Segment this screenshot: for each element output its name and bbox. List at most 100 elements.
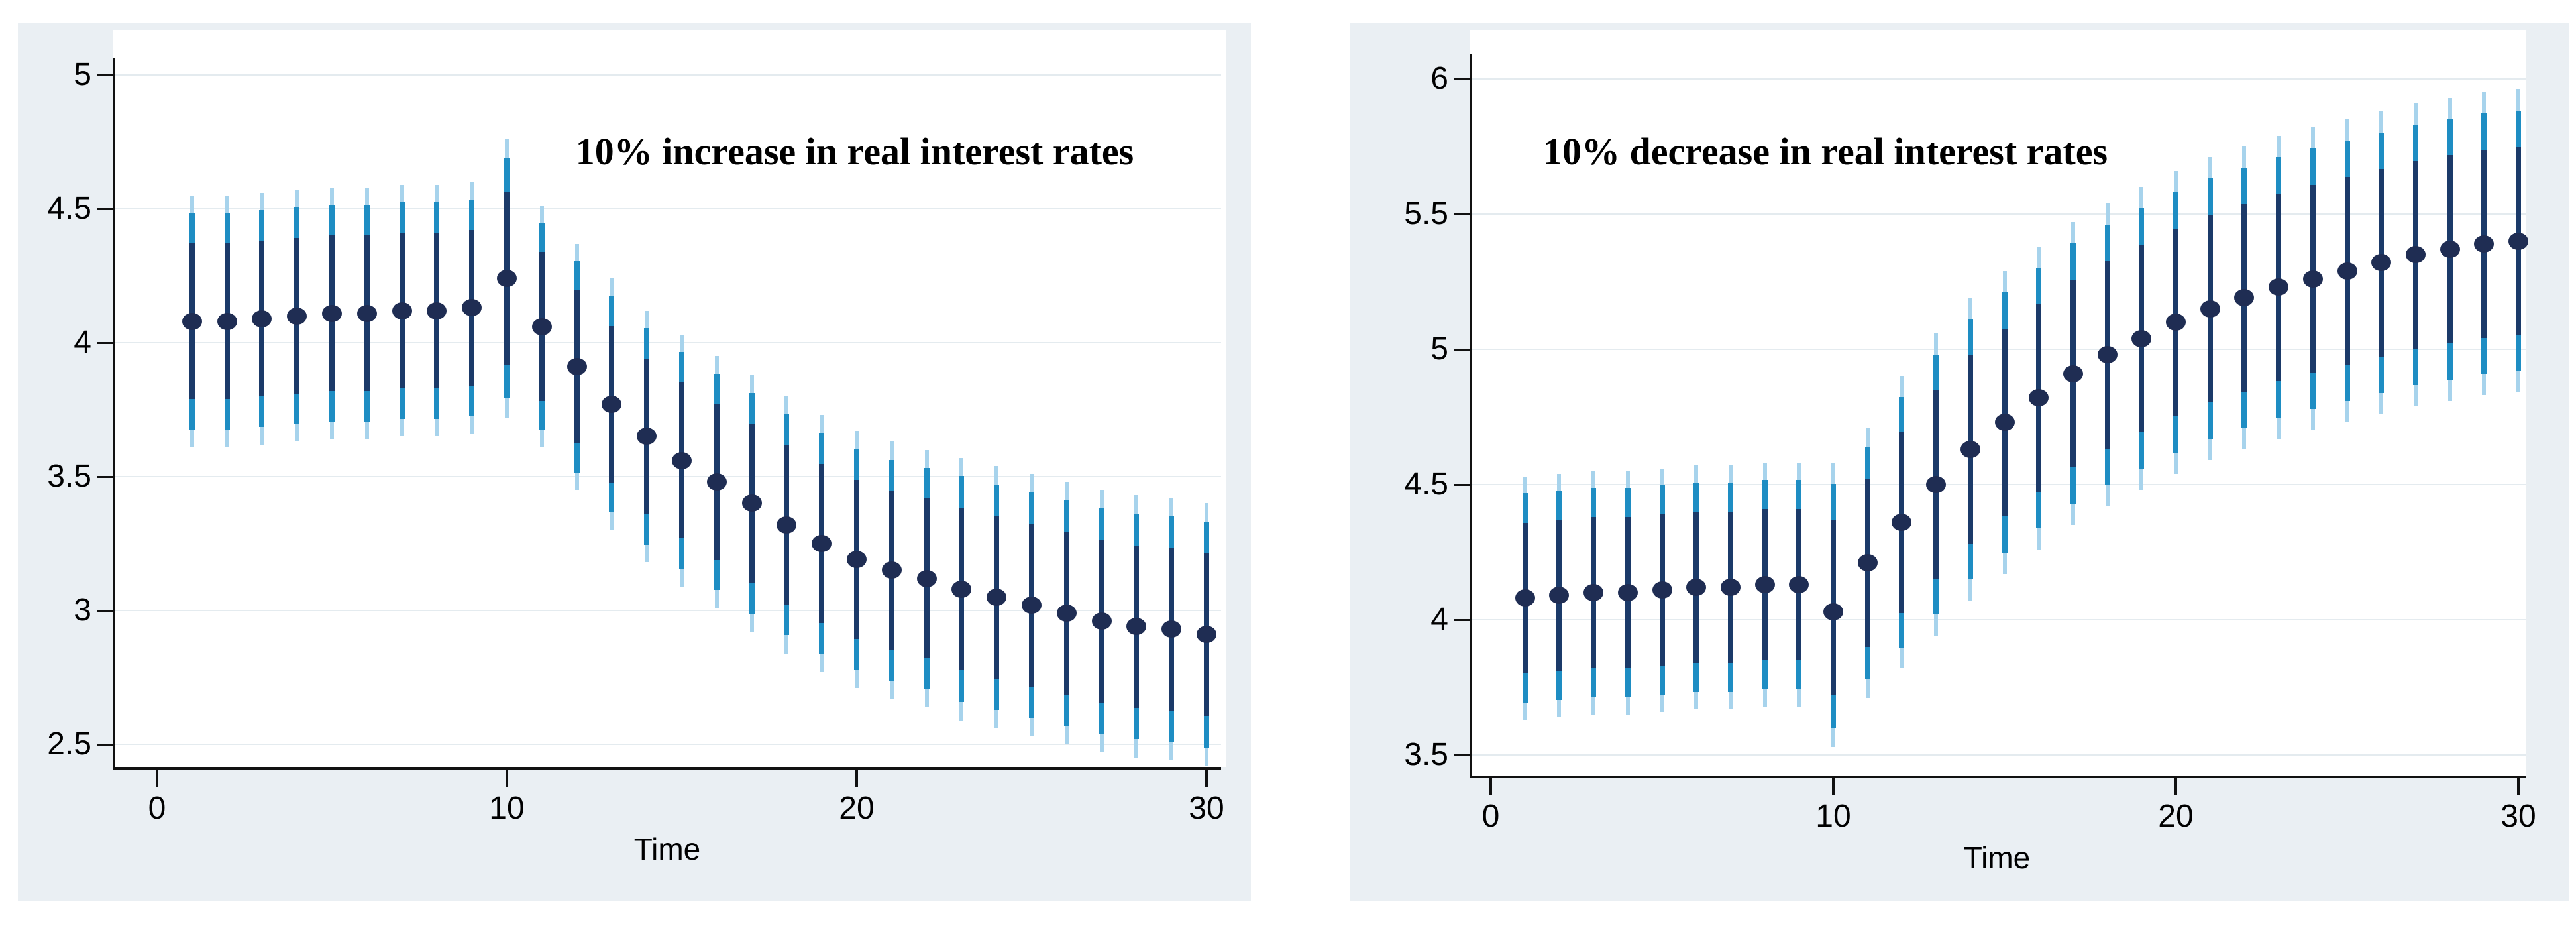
x-tick-label: 20 [2158,799,2194,834]
data-point [1789,575,1809,593]
data-point [1022,596,1042,614]
data-point [2234,289,2255,307]
data-point [2166,314,2186,331]
data-point [987,588,1007,606]
y-tick-label: 3.5 [47,459,91,494]
y-tick-label: 3 [74,593,91,628]
x-axis-tick [506,770,508,787]
x-axis-line [1470,776,2526,778]
data-point [951,580,972,598]
data-point [287,307,307,325]
data-point [497,270,517,288]
y-tick-label: 4.5 [47,191,91,226]
x-axis-tick [2174,778,2177,795]
data-point [1161,620,1182,638]
data-point [1197,626,1216,644]
gridline [1470,754,2526,756]
gridline [113,342,1221,343]
data-point [1720,579,1741,597]
x-tick-label: 0 [1481,799,1500,834]
y-tick-label: 3.5 [1404,737,1448,772]
y-tick-label: 5 [74,57,91,92]
chart-panel-decrease: 10% decrease in real interest rates Time… [1350,23,2569,901]
data-point [1515,589,1535,607]
x-tick-label: 30 [2500,799,2536,834]
x-axis-tick [2517,778,2520,795]
y-axis-line [113,58,115,770]
data-point [1056,605,1077,622]
data-point [812,535,832,552]
data-point [1583,584,1604,602]
data-point [1926,476,1947,493]
data-point [741,494,762,512]
y-tick-label: 5.5 [1404,196,1448,231]
gridline [113,208,1221,209]
y-axis-tick [97,208,113,210]
y-axis-tick [1454,754,1470,756]
data-point [356,304,377,322]
gridline [1470,484,2526,485]
x-axis-tick [1832,778,1835,795]
y-axis-tick [1454,619,1470,621]
y-axis-tick [97,476,113,478]
x-axis-line [113,767,1221,770]
y-tick-label: 2.5 [47,726,91,762]
x-tick-label: 30 [1189,791,1224,826]
data-point [602,395,622,413]
data-point [252,310,272,327]
data-point [2474,235,2495,253]
data-point [1126,618,1147,636]
data-point [322,304,342,322]
data-point [427,302,447,319]
y-axis-tick [97,744,113,746]
data-point [1857,554,1878,572]
data-point [2508,232,2528,250]
data-point [672,451,692,469]
x-axis-tick [1205,770,1208,787]
y-tick-label: 4.5 [1404,467,1448,502]
chart-title-decrease: 10% decrease in real interest rates [1542,130,2108,173]
y-axis-line [1470,54,1472,778]
data-point [1652,581,1672,599]
data-point [2371,254,2392,272]
y-axis-tick [97,342,113,344]
data-point [2200,300,2220,318]
data-point [2131,329,2152,347]
data-point [566,358,587,376]
x-axis-tick [156,770,158,787]
gridline [113,74,1221,76]
gridline [1470,349,2526,350]
y-tick-label: 5 [1430,331,1448,367]
data-point [2063,365,2083,382]
y-axis-tick [1454,349,1470,351]
y-axis-tick [1454,484,1470,486]
gridline [1470,619,2526,620]
x-tick-label: 20 [839,791,875,826]
y-axis-tick [97,610,113,612]
y-axis-tick [1454,78,1470,80]
data-point [1994,414,2015,432]
data-point [182,312,202,330]
data-point [531,318,552,335]
data-point [1823,603,1843,620]
data-point [706,473,727,491]
data-point [637,428,657,445]
x-tick-label: 10 [489,791,525,826]
y-axis-tick [97,74,113,76]
data-point [2097,346,2118,364]
data-point [916,569,937,587]
data-point [847,551,867,569]
data-point [1549,587,1570,605]
y-tick-label: 6 [1430,61,1448,96]
data-point [881,561,902,579]
x-axis-title-increase: Time [633,832,701,866]
data-point [1960,440,1980,458]
gridline [113,610,1221,611]
x-axis-tick [1489,778,1492,795]
x-tick-label: 0 [148,791,166,826]
x-tick-label: 10 [1815,799,1851,834]
data-point [1754,575,1775,593]
data-point [2337,262,2357,280]
chart-title-increase: 10% increase in real interest rates [575,130,1134,173]
